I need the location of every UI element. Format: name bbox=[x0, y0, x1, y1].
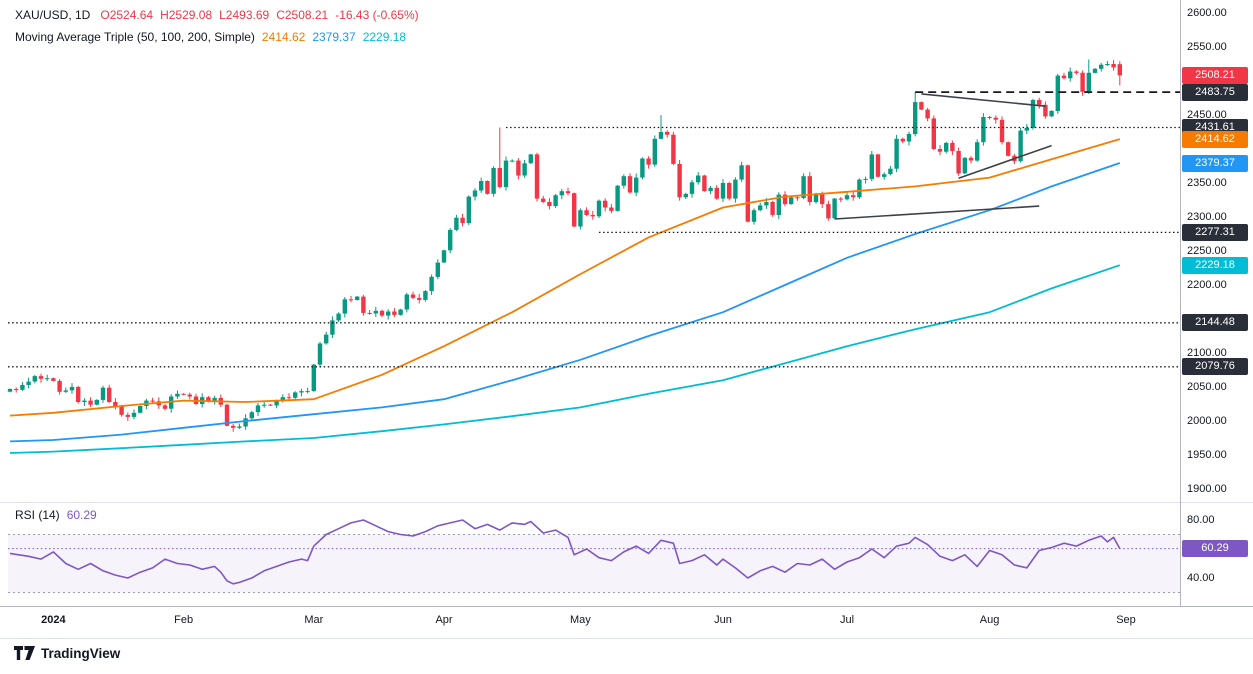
time-axis-label-jul: Jul bbox=[839, 614, 855, 626]
ma-indicator-legend: Moving Average Triple (50, 100, 200, Sim… bbox=[15, 30, 413, 44]
price-axis-label: 2100.00 bbox=[1187, 347, 1227, 359]
price-axis-label: 2050.00 bbox=[1187, 381, 1227, 393]
ohlc-high: H2529.08 bbox=[160, 8, 213, 22]
rsi-value-badge: 60.29 bbox=[1182, 540, 1248, 558]
ma50-value: 2414.62 bbox=[261, 30, 306, 44]
price-axis-label: 1950.00 bbox=[1187, 449, 1227, 461]
time-axis-label-jun: Jun bbox=[714, 614, 732, 626]
rsi-indicator-legend: RSI (14) 60.29 bbox=[15, 508, 104, 522]
price-badge-2277.31: 2277.31 bbox=[1182, 223, 1248, 241]
time-axis-label-apr: Apr bbox=[435, 614, 453, 626]
price-badge-2229.18: 2229.18 bbox=[1182, 256, 1248, 274]
price-badge-2414.62: 2414.62 bbox=[1182, 130, 1248, 148]
ma200-value: 2229.18 bbox=[362, 30, 407, 44]
time-axis-label-sep: Sep bbox=[1116, 614, 1136, 626]
ohlc-change: -16.43 (-0.65%) bbox=[335, 8, 419, 22]
rsi-axis-label: 80.00 bbox=[1187, 514, 1215, 526]
rsi-axis-label: 40.00 bbox=[1187, 572, 1215, 584]
price-axis-label: 2250.00 bbox=[1187, 245, 1227, 257]
time-axis-label-may: May bbox=[570, 614, 591, 626]
price-axis[interactable]: 2600.00 2550.00 2450.00 2350.00 2300.00 2250.… bbox=[1181, 0, 1253, 638]
rsi-indicator-title: RSI (14) bbox=[15, 508, 60, 522]
time-axis-label-feb: Feb bbox=[174, 614, 194, 626]
symbol-legend: XAU/USD, 1D O2524.64 H2529.08 L2493.69 C2508… bbox=[15, 8, 426, 22]
price-axis-label: 2600.00 bbox=[1187, 7, 1227, 19]
price-axis-label: 2200.00 bbox=[1187, 279, 1227, 291]
rsi-value: 60.29 bbox=[66, 508, 97, 522]
price-axis-label: 2000.00 bbox=[1187, 415, 1227, 427]
price-badge-2508.21: 2508.21 bbox=[1182, 66, 1248, 84]
time-axis-label-aug: Aug bbox=[979, 614, 1000, 626]
price-axis-label: 2450.00 bbox=[1187, 109, 1227, 121]
price-badge-2144.48: 2144.48 bbox=[1182, 314, 1248, 332]
tradingview-logo-icon[interactable] bbox=[14, 645, 35, 661]
ohlc-open: O2524.64 bbox=[100, 8, 154, 22]
ohlc-low: L2493.69 bbox=[219, 8, 270, 22]
price-badge-2483.75: 2483.75 bbox=[1182, 83, 1248, 101]
time-axis[interactable]: 2024 Feb Mar Apr May Jun Jul Aug Sep bbox=[0, 607, 1181, 638]
footer-branding: TradingView bbox=[14, 645, 120, 661]
price-axis-label: 2350.00 bbox=[1187, 177, 1227, 189]
price-axis-label: 2300.00 bbox=[1187, 211, 1227, 223]
time-axis-label-2024: 2024 bbox=[41, 614, 66, 626]
ma-indicator-title: Moving Average Triple (50, 100, 200, Sim… bbox=[15, 30, 255, 44]
tradingview-logo-text[interactable]: TradingView bbox=[41, 645, 121, 661]
price-axis-label: 2550.00 bbox=[1187, 41, 1227, 53]
symbol-title: XAU/USD, 1D bbox=[15, 8, 91, 22]
price-badge-2079.76: 2079.76 bbox=[1182, 358, 1248, 376]
ma100-value: 2379.37 bbox=[312, 30, 356, 44]
price-badge-2379.37: 2379.37 bbox=[1182, 154, 1248, 172]
time-axis-label-mar: Mar bbox=[304, 614, 324, 626]
ohlc-close: C2508.21 bbox=[276, 8, 329, 22]
price-axis-label: 1900.00 bbox=[1187, 483, 1227, 495]
